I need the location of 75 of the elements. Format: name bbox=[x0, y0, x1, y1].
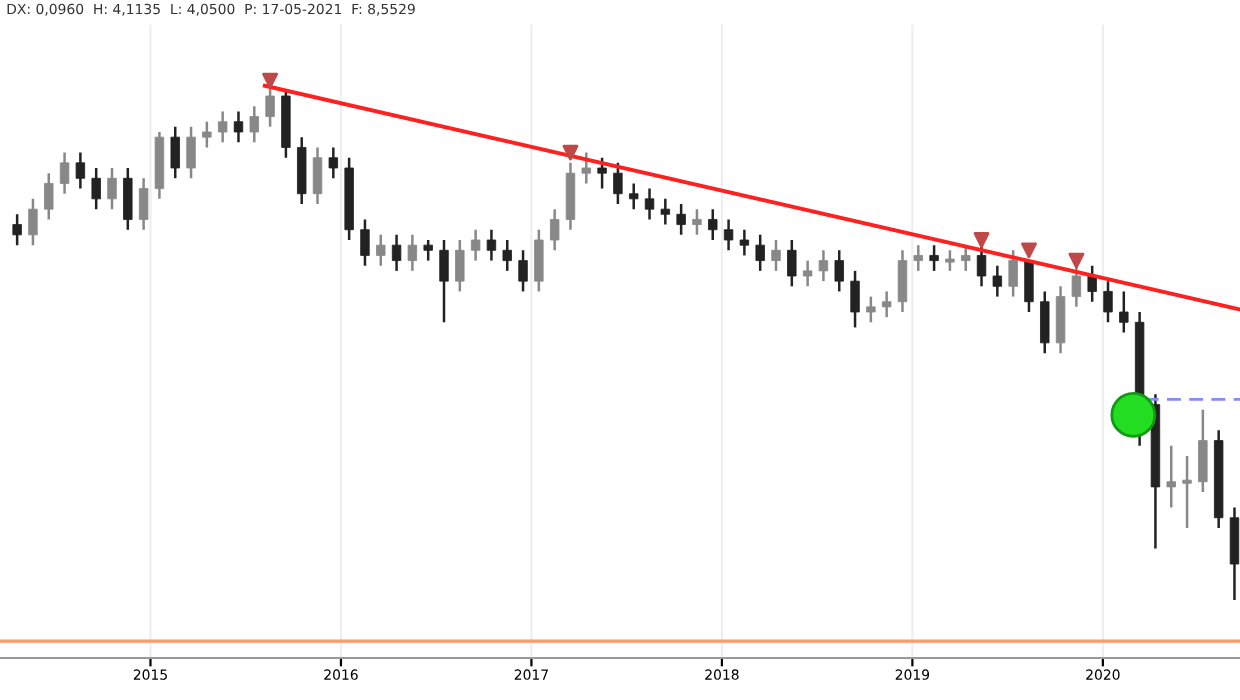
candlestick bbox=[723, 218, 734, 252]
candlestick bbox=[44, 171, 54, 221]
candlestick bbox=[202, 120, 212, 149]
point bbox=[262, 72, 278, 89]
candlestick bbox=[1229, 506, 1240, 602]
point bbox=[562, 144, 579, 161]
candlestick bbox=[1182, 454, 1192, 530]
candlestick bbox=[1198, 408, 1208, 494]
candlestick bbox=[28, 197, 38, 247]
candlestick bbox=[1087, 264, 1097, 303]
point bbox=[1021, 242, 1037, 259]
candlestick bbox=[138, 177, 149, 231]
candlestick bbox=[91, 166, 101, 211]
point bbox=[1110, 391, 1157, 438]
candlestick bbox=[565, 161, 576, 231]
candlestick bbox=[12, 213, 22, 247]
candlestick bbox=[597, 156, 607, 190]
candlestick bbox=[802, 259, 813, 288]
candlestick bbox=[486, 228, 497, 262]
candlestick bbox=[992, 264, 1003, 298]
candlestick bbox=[818, 249, 829, 283]
candlestick bbox=[755, 233, 765, 273]
candlestick bbox=[897, 249, 908, 314]
candlestick bbox=[249, 105, 259, 144]
candlestick bbox=[1040, 290, 1050, 355]
candlestick bbox=[913, 243, 923, 273]
candlestick bbox=[549, 207, 560, 252]
candlestick bbox=[739, 228, 750, 257]
candlestick bbox=[771, 238, 781, 273]
candlestick bbox=[439, 238, 449, 324]
candlestick bbox=[945, 249, 955, 273]
point bbox=[973, 232, 990, 248]
candlestick bbox=[391, 233, 402, 273]
candlestick bbox=[502, 238, 512, 273]
candlestick bbox=[644, 187, 655, 221]
candlestick bbox=[834, 249, 844, 293]
candlestick bbox=[59, 151, 70, 195]
candlestick bbox=[360, 218, 370, 267]
candlestick bbox=[328, 146, 339, 180]
point bbox=[1068, 252, 1085, 269]
candlestick bbox=[1055, 285, 1066, 355]
candlestick bbox=[692, 207, 702, 237]
candlestick bbox=[297, 135, 307, 206]
candlestick bbox=[233, 110, 244, 144]
candlestick bbox=[75, 151, 86, 190]
candlestick bbox=[929, 243, 939, 273]
candlestick bbox=[1103, 279, 1113, 324]
candlestick bbox=[660, 197, 671, 226]
candlestick bbox=[1166, 444, 1176, 509]
candlestick bbox=[1024, 259, 1034, 314]
candlestick bbox=[850, 269, 860, 329]
candlestick bbox=[217, 110, 228, 144]
candlestick bbox=[1119, 290, 1129, 334]
candlestick bbox=[787, 238, 797, 288]
candlestick bbox=[376, 233, 386, 267]
candlestick bbox=[676, 202, 686, 237]
candlestick bbox=[423, 238, 433, 262]
candlestick bbox=[581, 151, 591, 185]
candlestick bbox=[534, 228, 544, 293]
candlestick bbox=[407, 233, 418, 273]
candlestick bbox=[629, 182, 639, 211]
candlestick bbox=[107, 166, 117, 211]
candlestick bbox=[708, 207, 718, 242]
candlestick bbox=[961, 243, 971, 273]
candlestick bbox=[455, 238, 465, 293]
candlestick bbox=[1008, 249, 1018, 298]
candlestick bbox=[881, 290, 892, 319]
candlestick bbox=[613, 161, 623, 206]
candlestick bbox=[186, 125, 196, 180]
candlestick bbox=[123, 166, 133, 231]
candlestick bbox=[170, 125, 180, 180]
candlestick bbox=[866, 295, 876, 324]
candlestick bbox=[312, 146, 323, 206]
candlestick bbox=[518, 249, 528, 293]
candlestick bbox=[470, 228, 481, 262]
